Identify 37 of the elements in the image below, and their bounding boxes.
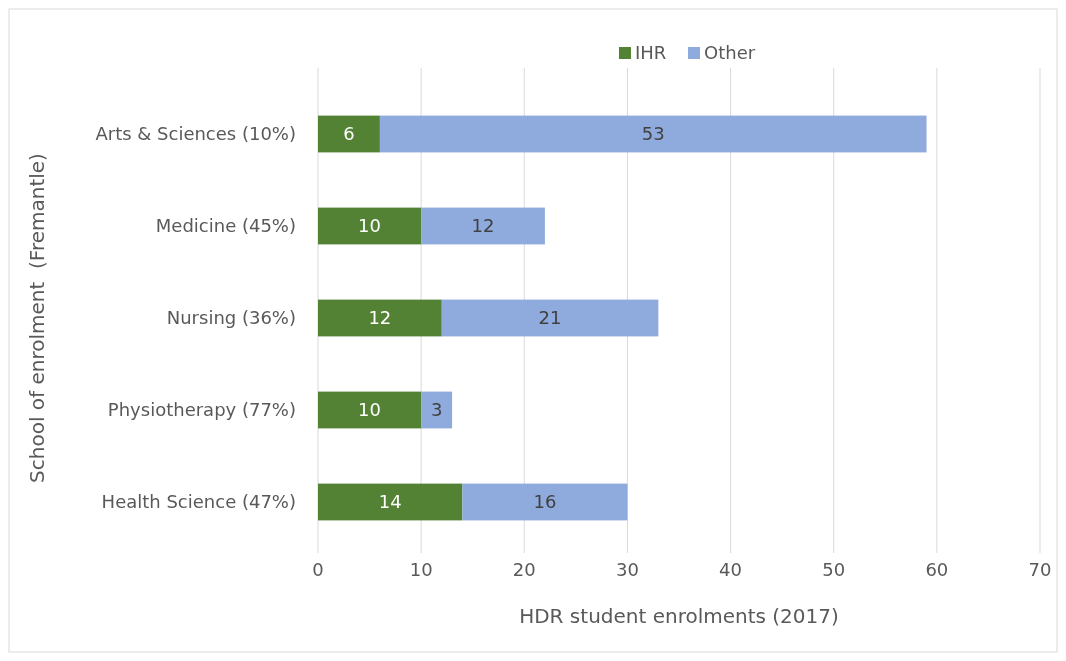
- y-tick-label: Medicine (45%): [155, 215, 296, 237]
- legend-label: Other: [704, 42, 756, 64]
- data-label: 3: [430, 399, 443, 421]
- data-label: 21: [538, 307, 562, 329]
- x-axis-title: HDR student enrolments (2017): [519, 604, 839, 628]
- data-label: 12: [368, 307, 392, 329]
- bar: [318, 207, 422, 245]
- bar: [441, 299, 659, 337]
- bar: [379, 115, 927, 153]
- bar: [318, 483, 463, 521]
- y-axis-title: School of enrolment (Fremantle): [25, 153, 49, 483]
- data-label: 10: [358, 215, 382, 237]
- x-tick-label: 20: [512, 559, 536, 580]
- data-label: 16: [533, 491, 557, 513]
- x-tick-label: 40: [719, 559, 743, 580]
- x-tick-label: 30: [615, 559, 639, 580]
- data-label: 14: [378, 491, 402, 513]
- y-tick-label: Health Science (47%): [101, 491, 296, 513]
- bar: [318, 115, 380, 153]
- bar: [318, 299, 442, 337]
- data-label: 12: [471, 215, 495, 237]
- bar: [318, 391, 422, 429]
- x-tick-label: 0: [312, 559, 324, 580]
- x-tick-label: 50: [822, 559, 846, 580]
- bar: [462, 483, 628, 521]
- y-tick-label: Nursing (36%): [166, 307, 296, 329]
- data-label: 10: [358, 399, 382, 421]
- y-tick-label: Physiotherapy (77%): [107, 399, 296, 421]
- legend-label: IHR: [635, 42, 667, 64]
- y-tick-label: Arts & Sciences (10%): [95, 123, 296, 145]
- data-label: 53: [641, 123, 665, 145]
- x-tick-label: 60: [925, 559, 949, 580]
- x-tick-label: 70: [1028, 559, 1052, 580]
- bar: [421, 391, 453, 429]
- data-label: 6: [343, 123, 355, 145]
- bar: [421, 207, 545, 245]
- x-tick-label: 10: [409, 559, 433, 580]
